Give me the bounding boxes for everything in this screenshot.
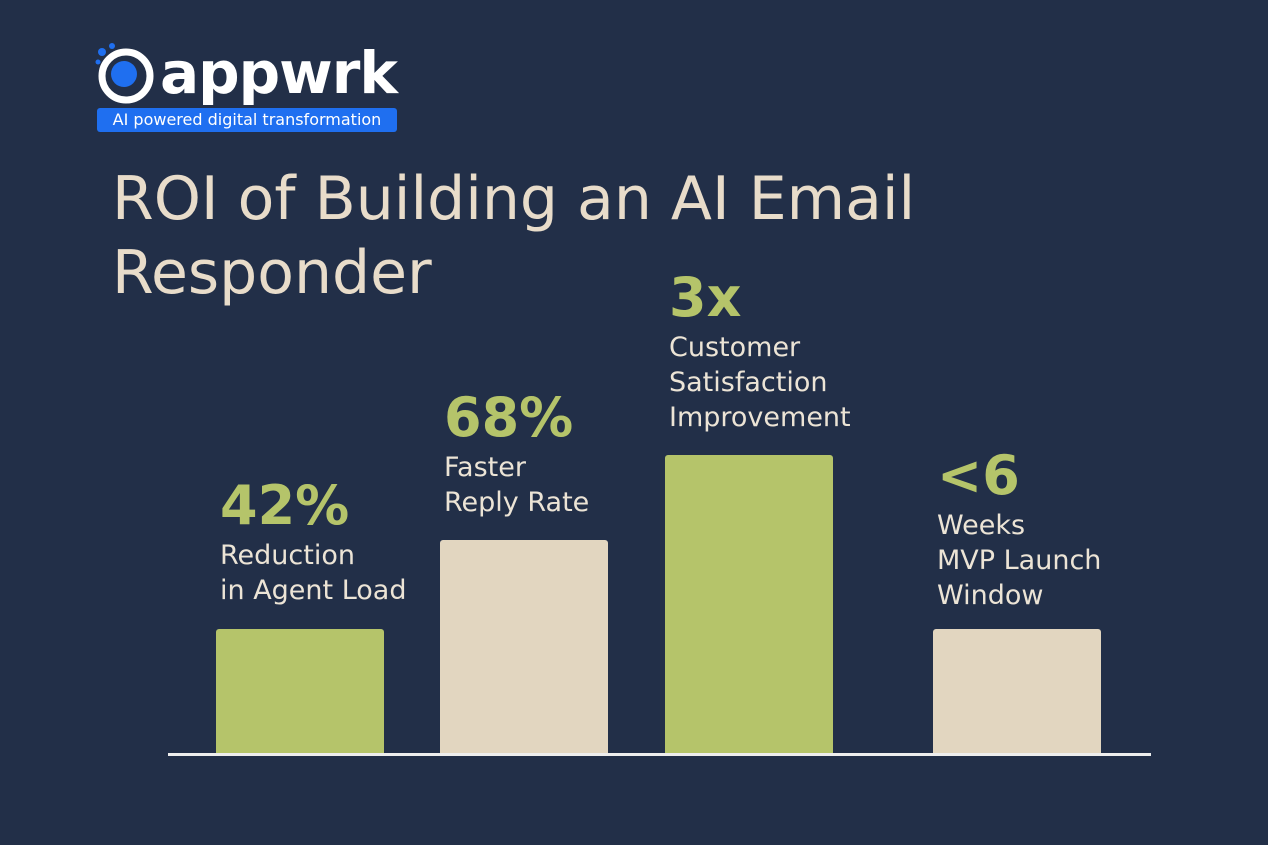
bar [440, 540, 608, 753]
logo-name: appwrk [160, 39, 398, 107]
stat-value: 3x [669, 266, 742, 329]
stat-label: MVP Launch [937, 545, 1102, 576]
stat-value: <6 [937, 444, 1020, 507]
title: ROI of Building an AI Email [112, 164, 916, 234]
baseline [168, 753, 1151, 756]
stat-label: in Agent Load [220, 575, 407, 606]
stat-label: Window [937, 580, 1044, 611]
bar [933, 629, 1101, 753]
stat-label: Customer [669, 332, 801, 363]
stat-label: Improvement [669, 402, 851, 433]
title: Responder [112, 238, 432, 308]
bar [216, 629, 384, 753]
stat-label: Reduction [220, 540, 355, 571]
bar [665, 455, 833, 753]
stat-label: Reply Rate [444, 487, 590, 518]
tagline: AI powered digital transformation [97, 108, 397, 132]
logo-icon [95, 43, 154, 104]
stat-value: 42% [220, 474, 350, 537]
stat-label: Satisfaction [669, 367, 828, 398]
stat-label: Faster [444, 452, 526, 483]
stat-label: Weeks [937, 510, 1026, 541]
stat-value: 68% [444, 386, 574, 449]
